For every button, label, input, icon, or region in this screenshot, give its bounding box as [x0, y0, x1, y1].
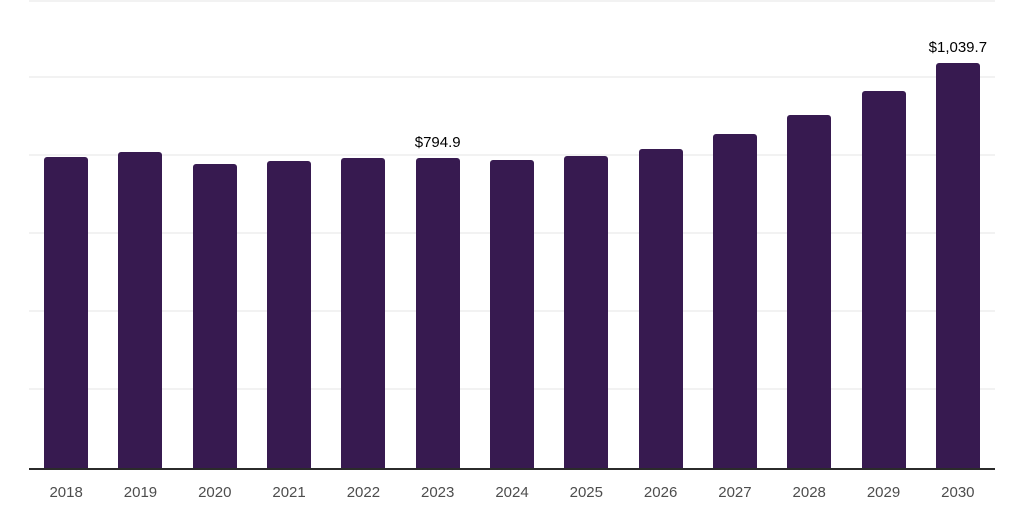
- bar-2029: [861, 91, 906, 468]
- data-label-2030: $1,039.7: [928, 38, 988, 56]
- x-tick-2024: 2024: [495, 484, 529, 501]
- gridline-1000: [29, 76, 995, 78]
- x-tick-2021: 2021: [272, 484, 306, 501]
- bar-2030: [935, 62, 980, 468]
- x-tick-2023: 2023: [421, 484, 455, 501]
- bar-2028: [787, 115, 832, 468]
- bar-2023: [415, 158, 460, 468]
- x-tick-2029: 2029: [866, 484, 901, 501]
- x-tick-2028: 2028: [792, 484, 826, 501]
- bar-2025: [564, 156, 609, 468]
- x-tick-2026: 2026: [643, 484, 678, 501]
- bar-2021: [267, 160, 312, 468]
- bar-2019: [118, 151, 163, 468]
- x-tick-2027: 2027: [718, 484, 752, 501]
- x-tick-2022: 2022: [346, 484, 381, 501]
- bar-2026: [638, 149, 683, 468]
- bar-2020: [192, 163, 237, 468]
- x-tick-2019: 2019: [123, 484, 158, 501]
- x-tick-2020: 2020: [198, 484, 232, 501]
- gridline-800: [29, 154, 995, 156]
- bar-2018: [44, 156, 89, 468]
- data-label-2023: $794.9: [414, 134, 461, 151]
- x-axis: 2018 2019 2020 2021 2022 2023 2024 2025 2026 2027…: [29, 484, 995, 506]
- bar-2024: [490, 159, 534, 468]
- x-tick-2030: 2030: [941, 484, 975, 501]
- plot-area: $794.9 $1,039.7: [29, 0, 995, 470]
- bar-2027: [712, 134, 757, 468]
- bar-2022: [341, 158, 386, 468]
- x-tick-2018: 2018: [49, 484, 83, 501]
- gridline-1200: [29, 0, 995, 2]
- x-tick-2025: 2025: [569, 484, 603, 501]
